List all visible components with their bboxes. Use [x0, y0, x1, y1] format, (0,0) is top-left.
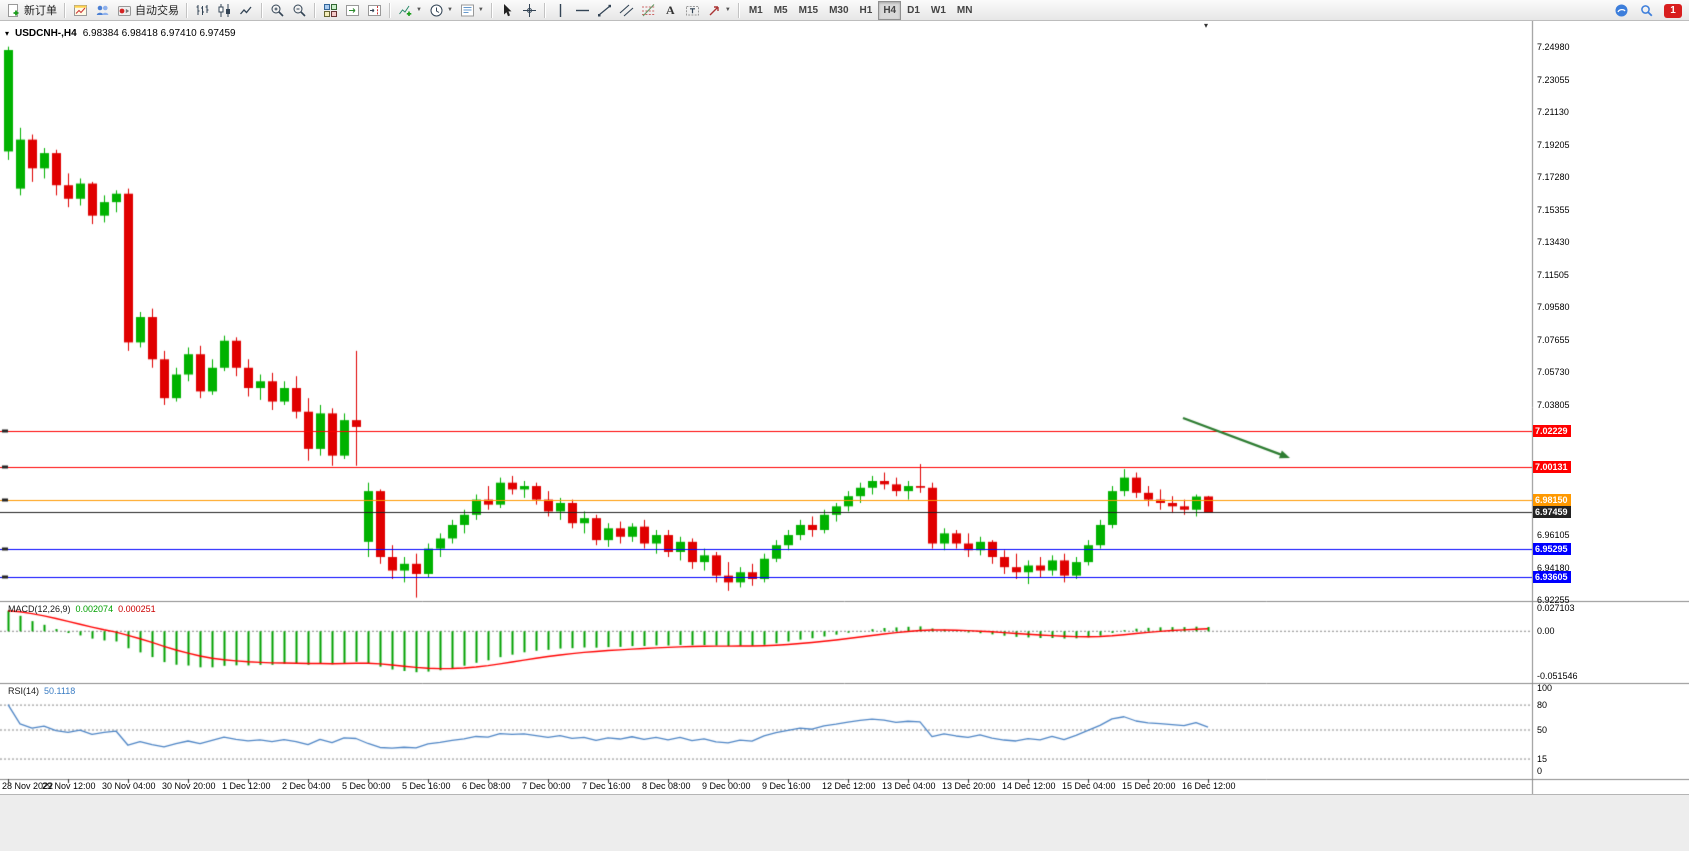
new-order-icon	[8, 3, 19, 17]
cursor-button[interactable]	[497, 1, 518, 20]
timeframe-M30-button[interactable]: M30	[824, 1, 853, 20]
templates-icon	[460, 4, 474, 16]
templates-button[interactable]: ▼	[457, 1, 487, 20]
periods-button[interactable]: ▼	[426, 1, 456, 20]
arrows-button[interactable]: ▼	[704, 1, 734, 20]
new-order-button[interactable]: 新订单	[3, 1, 60, 20]
chart-canvas[interactable]	[0, 21, 1689, 794]
timeframe-M1-button[interactable]: M1	[744, 1, 768, 20]
arrows-icon	[709, 5, 719, 15]
horizontal-line-button[interactable]	[572, 1, 593, 20]
toolbar-right-icons: 1	[1611, 1, 1685, 20]
text-button[interactable]: A	[660, 1, 681, 20]
zoom-in-button[interactable]	[267, 1, 288, 20]
community-button[interactable]	[1611, 1, 1632, 20]
line-chart-button[interactable]	[236, 1, 257, 20]
toolbar-separator	[314, 2, 316, 18]
text-tool-icon: A	[666, 2, 675, 17]
line-chart-icon	[240, 6, 252, 14]
auto-scroll-icon	[346, 4, 359, 16]
timeframe-group: M1 M5 M15 M30 H1 H4 D1 W1 MN	[744, 0, 978, 20]
toolbar-separator	[490, 2, 493, 18]
zoom-in-icon	[271, 4, 284, 17]
channel-icon	[619, 4, 634, 16]
tile-windows-button[interactable]	[320, 1, 341, 20]
new-chart-button[interactable]	[70, 1, 91, 20]
toolbar-separator	[737, 2, 740, 18]
dropdown-caret-icon: ▼	[724, 7, 731, 13]
chart-window: ▾ USDCNH-,H4 6.98384 6.98418 6.97410 6.9…	[0, 21, 1689, 794]
dropdown-caret-icon: ▼	[446, 7, 453, 13]
toolbar-separator	[389, 2, 391, 18]
horizontal-line-icon	[575, 9, 589, 11]
autotrading-button[interactable]: 自动交易	[114, 1, 182, 20]
toolbar: 新订单 自动交易	[0, 0, 1689, 21]
toolbar-separator	[64, 2, 66, 18]
vertical-line-icon	[559, 3, 562, 17]
zoom-out-icon	[293, 4, 306, 17]
channel-button[interactable]	[616, 1, 637, 20]
new-order-label: 新订单	[24, 5, 57, 17]
chart-shift-button[interactable]	[364, 1, 385, 20]
clock-icon	[430, 4, 443, 16]
candlestick-chart-icon	[218, 3, 230, 17]
timeframe-MN-button[interactable]: MN	[952, 1, 978, 20]
indicators-button[interactable]: ▼	[395, 1, 425, 20]
timeframe-M5-button[interactable]: M5	[769, 1, 793, 20]
tile-windows-icon	[324, 3, 337, 17]
toolbar-separator	[261, 2, 263, 18]
timeframe-M15-button[interactable]: M15	[794, 1, 823, 20]
autotrading-icon	[118, 5, 131, 16]
bar-chart-icon	[196, 4, 209, 15]
toolbar-separator	[543, 2, 546, 18]
trendline-icon	[597, 4, 611, 16]
profiles-icon	[96, 5, 109, 15]
text-label-button[interactable]	[682, 1, 703, 20]
vertical-line-button[interactable]	[550, 1, 571, 20]
text-label-icon	[685, 5, 699, 15]
chart-shift-icon	[368, 4, 381, 16]
new-chart-icon	[74, 4, 87, 16]
timeframe-D1-button[interactable]: D1	[902, 1, 925, 20]
dropdown-caret-icon: ▼	[477, 7, 484, 13]
zoom-out-button[interactable]	[289, 1, 310, 20]
timeframe-W1-button[interactable]: W1	[926, 1, 951, 20]
bar-chart-button[interactable]	[192, 1, 213, 20]
search-button[interactable]	[1636, 1, 1657, 20]
autotrading-label: 自动交易	[135, 5, 179, 17]
crosshair-icon	[522, 3, 536, 17]
crosshair-button[interactable]	[519, 1, 540, 20]
profiles-button[interactable]	[92, 1, 113, 20]
status-area	[0, 794, 1689, 851]
indicators-icon	[399, 5, 412, 16]
fibonacci-icon	[641, 3, 655, 16]
community-icon	[1615, 4, 1628, 17]
timeframe-H4-button[interactable]: H4	[878, 0, 902, 20]
dropdown-caret-icon: ▼	[416, 7, 422, 13]
notifications-button[interactable]: 1	[1661, 1, 1685, 20]
cursor-icon	[503, 3, 512, 16]
candlestick-chart-button[interactable]	[214, 1, 235, 20]
search-icon	[1641, 5, 1653, 17]
notification-badge: 1	[1664, 3, 1682, 18]
fibonacci-button[interactable]	[638, 1, 659, 20]
auto-scroll-button[interactable]	[342, 1, 363, 20]
trendline-button[interactable]	[594, 1, 615, 20]
timeframe-H1-button[interactable]: H1	[855, 1, 878, 20]
toolbar-separator	[186, 2, 188, 18]
